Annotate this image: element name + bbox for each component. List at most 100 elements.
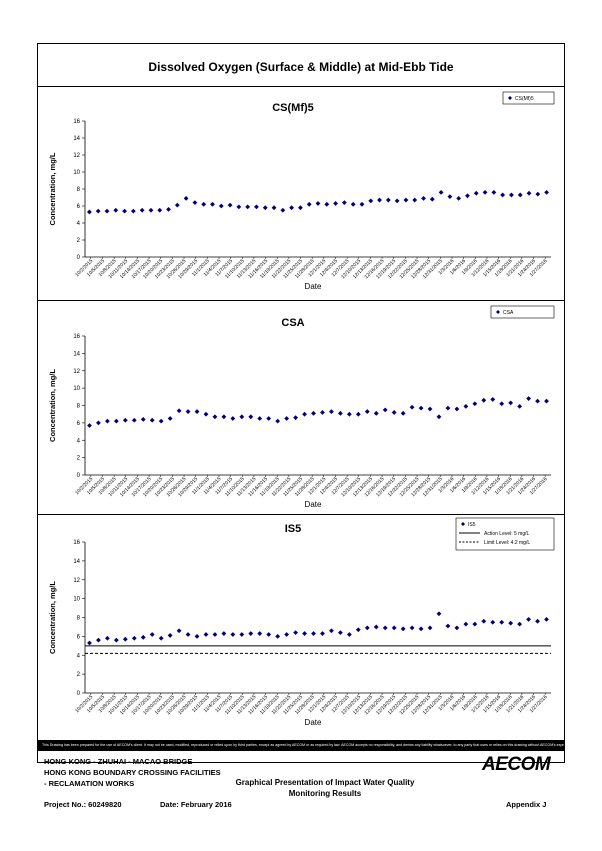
y-tick-label: 4: [77, 221, 81, 227]
data-point: [385, 197, 391, 203]
y-axis-label: Concentration, mg/L: [48, 581, 57, 654]
data-point: [86, 209, 92, 215]
data-point: [473, 190, 479, 196]
data-point: [122, 636, 128, 642]
data-point: [230, 632, 236, 637]
data-point: [230, 416, 236, 421]
data-point: [490, 619, 496, 625]
data-point: [105, 418, 110, 424]
y-tick-label: 2: [77, 456, 81, 462]
y-tick-label: 4: [77, 438, 81, 444]
data-point: [192, 200, 198, 205]
legend-label: Action Level: 5 mg/L: [484, 531, 530, 537]
data-point: [157, 207, 163, 213]
data-point: [418, 626, 424, 632]
data-point: [266, 632, 272, 637]
data-point: [526, 396, 531, 401]
data-point: [350, 201, 356, 207]
disclaimer-bar: This Drawing has been prepared for the u…: [38, 740, 564, 751]
data-point: [368, 198, 374, 204]
data-point: [113, 637, 119, 643]
page-frame: [37, 43, 565, 763]
data-point: [481, 397, 487, 403]
data-point: [167, 633, 173, 638]
legend-label: CS(Mf)5: [515, 96, 534, 102]
data-point: [87, 640, 92, 646]
data-point: [203, 411, 209, 417]
data-point: [248, 631, 254, 636]
y-tick-label: 16: [73, 119, 80, 125]
x-axis-label: Date: [305, 500, 322, 509]
data-point: [403, 197, 409, 203]
data-point: [463, 621, 469, 627]
data-point: [329, 409, 334, 414]
data-point: [275, 633, 281, 639]
data-point: [355, 627, 361, 633]
data-point: [472, 621, 478, 627]
data-point: [183, 195, 189, 201]
data-point: [239, 632, 245, 637]
chart-panel-csmf5: CS(Mf)5 0 2 4 6 8 10 12 14 16 Concentration, mg/L 1…: [38, 86, 564, 301]
y-tick-label: 12: [73, 153, 80, 159]
data-point: [221, 414, 227, 420]
data-point: [176, 628, 182, 634]
data-point: [482, 190, 488, 195]
y-tick-label: 14: [73, 136, 80, 142]
legend-box: [490, 305, 555, 319]
appendix-label: Appendix J: [506, 800, 547, 809]
data-point: [210, 201, 215, 207]
data-point: [311, 410, 316, 416]
chart-panel-is5: IS5 0 2 4 6 8 10 12 14 16 Concentration, mg/L 10/2/…: [38, 514, 564, 741]
data-point: [284, 632, 290, 637]
data-point: [427, 625, 433, 631]
data-point: [508, 620, 514, 626]
y-axis-label: Concentration, mg/L: [48, 369, 57, 442]
data-point: [96, 420, 101, 426]
data-point: [409, 625, 415, 631]
data-point: [122, 417, 128, 423]
data-point: [346, 632, 352, 637]
data-point: [149, 417, 155, 423]
legend-label: Limit Level: 4.2 mg/L: [484, 540, 530, 546]
y-tick-label: 0: [77, 691, 81, 697]
data-point: [203, 632, 209, 637]
data-point: [427, 406, 433, 412]
data-point: [456, 195, 462, 201]
data-point: [266, 416, 272, 421]
y-tick-label: 0: [77, 255, 81, 261]
project-name-line1: HONG KONG - ZHUHAI - MACAO BRIDGE: [44, 757, 193, 766]
data-point: [105, 635, 110, 641]
chart-panel-csa: CSA 0 2 4 6 8 10 12 14 16 Concentration, mg/L 10/2/…: [38, 300, 564, 515]
data-point: [341, 200, 347, 205]
y-tick-label: 8: [77, 616, 81, 622]
data-point: [373, 410, 379, 416]
data-point: [373, 624, 379, 630]
data-point: [185, 632, 191, 637]
data-point: [302, 411, 307, 417]
data-point: [429, 196, 435, 202]
data-point: [377, 197, 382, 203]
data-point: [257, 416, 263, 421]
data-point: [201, 201, 207, 207]
data-point: [544, 616, 549, 622]
data-point: [131, 417, 137, 423]
data-point: [306, 201, 312, 207]
data-point: [463, 403, 469, 409]
data-point: [158, 635, 164, 641]
data-point: [412, 197, 418, 203]
data-point: [113, 418, 119, 424]
data-point: [158, 418, 164, 424]
y-tick-label: 8: [77, 187, 81, 193]
y-tick-label: 2: [77, 238, 81, 244]
data-point: [382, 625, 388, 631]
data-point: [87, 423, 92, 428]
y-tick-label: 4: [77, 653, 81, 659]
data-point: [96, 637, 101, 643]
data-point: [535, 618, 540, 624]
y-tick-label: 2: [77, 672, 81, 678]
project-name-line3: - RECLAMATION WORKS: [44, 779, 135, 788]
data-point: [535, 191, 541, 197]
data-point: [131, 635, 137, 641]
data-point: [311, 631, 316, 636]
